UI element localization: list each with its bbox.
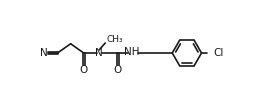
Text: N: N bbox=[95, 48, 103, 58]
Text: O: O bbox=[80, 65, 88, 75]
Text: N: N bbox=[40, 48, 48, 58]
Text: O: O bbox=[113, 65, 122, 75]
Text: CH₃: CH₃ bbox=[107, 35, 123, 44]
Text: Cl: Cl bbox=[214, 48, 224, 58]
Text: NH: NH bbox=[124, 47, 140, 57]
